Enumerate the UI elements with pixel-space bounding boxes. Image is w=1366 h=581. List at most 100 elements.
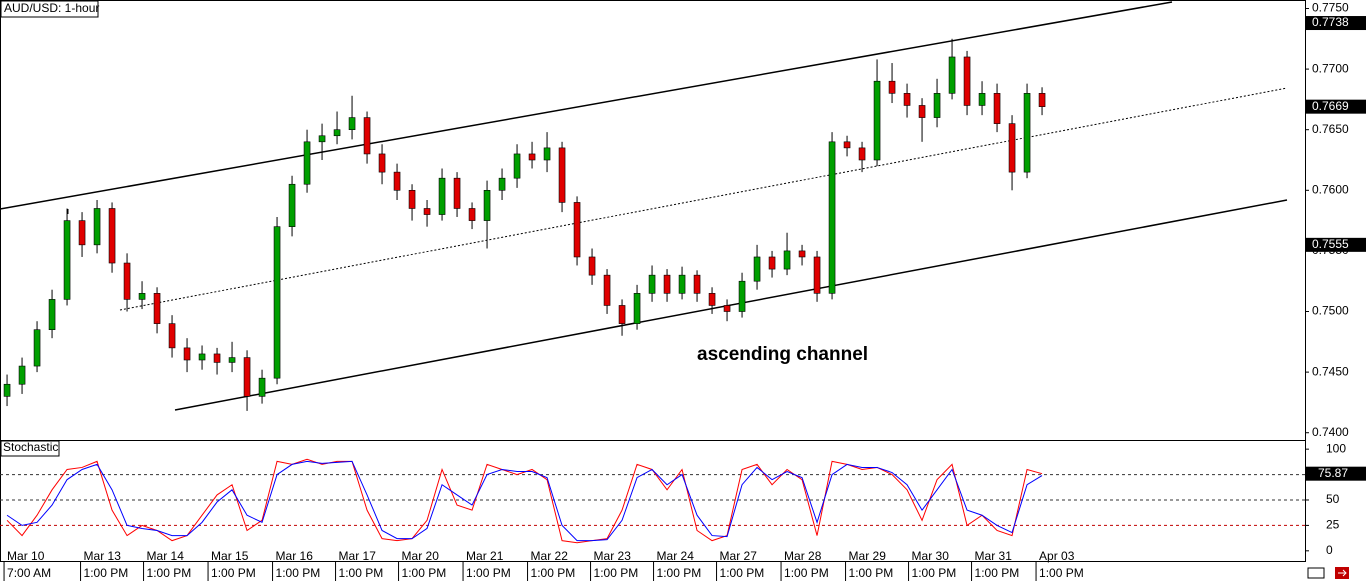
price-marker-box: [1306, 16, 1366, 31]
shift-arrow: [1338, 569, 1347, 577]
x-tick-time: 1:00 PM: [1039, 566, 1084, 580]
candle-body: [813, 256, 821, 294]
candle-body: [123, 262, 131, 300]
candle-body: [858, 147, 866, 161]
candle-body: [258, 377, 266, 397]
x-tick-label: Mar 23: [594, 549, 632, 563]
stoch-title-box: [0, 440, 60, 457]
x-tick-time: 1:00 PM: [657, 566, 702, 580]
x-tick-time: 1:00 PM: [466, 566, 511, 580]
stoch-marker-label: 75.87: [1318, 466, 1348, 480]
candle-body: [603, 274, 611, 306]
y-tick-label: 0.7650: [1312, 122, 1349, 136]
x-tick-time: 1:00 PM: [147, 566, 192, 580]
annotation: ascending channel: [697, 344, 868, 365]
channel-upper: [0, 1, 1173, 210]
candle-body: [768, 256, 776, 270]
x-tick-label: Mar 30: [912, 549, 950, 563]
candle-body: [273, 226, 281, 379]
x-tick-time: 1:00 PM: [531, 566, 576, 580]
x-tick-label: Mar 31: [975, 549, 1013, 563]
candle-body: [1023, 93, 1031, 173]
candle-body: [1008, 123, 1016, 173]
candle-body: [873, 80, 881, 161]
candle-body: [183, 347, 191, 361]
x-tick-time: 1:00 PM: [784, 566, 829, 580]
candle-body: [243, 357, 251, 397]
candle-body: [903, 93, 911, 106]
y-tick-label: 0.7600: [1312, 182, 1349, 196]
y-tick-label: 0.7450: [1312, 364, 1349, 378]
x-tick-label: Mar 20: [402, 549, 440, 563]
y-tick-label: 0.7500: [1312, 304, 1349, 318]
candle-body: [153, 293, 161, 324]
candle-body: [528, 153, 536, 161]
candle-body: [33, 329, 41, 367]
x-tick-time: 1:00 PM: [211, 566, 256, 580]
candle-body: [888, 80, 896, 94]
candle-body: [288, 183, 296, 227]
candle-body: [363, 117, 371, 155]
x-tick-time: 1:00 PM: [402, 566, 447, 580]
candle-body: [453, 177, 461, 209]
candle-body: [678, 274, 686, 294]
candle-body: [18, 365, 26, 385]
x-tick-time: 7:00 AM: [7, 566, 51, 580]
price-marker-label: 0.7669: [1312, 99, 1349, 113]
x-tick-time: 1:00 PM: [912, 566, 957, 580]
x-tick-time: 1:00 PM: [339, 566, 384, 580]
candle-body: [3, 383, 11, 397]
y-tick-label: 0.7750: [1312, 1, 1349, 15]
candle-body: [438, 177, 446, 215]
scroll-icon[interactable]: [1307, 567, 1325, 579]
candle-body: [408, 190, 416, 209]
x-tick-label: Mar 21: [466, 549, 504, 563]
stoch-title: Stochastic: [3, 440, 58, 454]
x-tick-label: Mar 10: [7, 549, 45, 563]
candle-body: [738, 280, 746, 312]
candle-body: [468, 208, 476, 221]
candle-body: [228, 357, 236, 363]
x-tick-time: 1:00 PM: [849, 566, 894, 580]
candle-body: [693, 274, 701, 294]
y-tick-label: 25: [1326, 518, 1340, 532]
candle-body: [63, 220, 71, 300]
channel-mid: [119, 87, 1288, 311]
candle-body: [618, 305, 626, 324]
candle-body: [213, 353, 221, 363]
candle-body: [843, 141, 851, 149]
title-box: [0, 0, 99, 18]
candle-body: [378, 153, 386, 173]
x-tick-label: Mar 16: [276, 549, 314, 563]
x-tick-label: Mar 17: [339, 549, 377, 563]
candle-body: [723, 305, 731, 312]
candle-body: [423, 208, 431, 215]
x-tick-label: Mar 27: [720, 549, 758, 563]
candle-body: [513, 153, 521, 179]
candle-body: [483, 190, 491, 221]
candle-body: [1038, 93, 1046, 107]
candle-body: [303, 141, 311, 185]
stoch-marker-box: [1306, 466, 1366, 481]
y-tick-label: 0: [1326, 543, 1333, 557]
x-tick-label: Mar 13: [84, 549, 122, 563]
candle-body: [708, 293, 716, 306]
candle-body: [573, 202, 581, 258]
plot-frame: [0, 0, 1306, 562]
candle-body: [753, 256, 761, 282]
chart-title: AUD/USD: 1-hour: [4, 1, 99, 15]
candle-body: [348, 117, 356, 130]
candle-body: [108, 208, 116, 264]
y-tick-label: 50: [1326, 492, 1340, 506]
x-tick-label: Mar 14: [147, 549, 185, 563]
x-tick-time: 1:00 PM: [276, 566, 321, 580]
x-tick-label: Mar 24: [657, 549, 695, 563]
x-tick-label: Mar 15: [211, 549, 249, 563]
candle-body: [93, 208, 101, 246]
candle-body: [798, 250, 806, 258]
channel-lower: [174, 199, 1288, 411]
x-tick-time: 1:00 PM: [594, 566, 639, 580]
candle-body: [48, 299, 56, 330]
